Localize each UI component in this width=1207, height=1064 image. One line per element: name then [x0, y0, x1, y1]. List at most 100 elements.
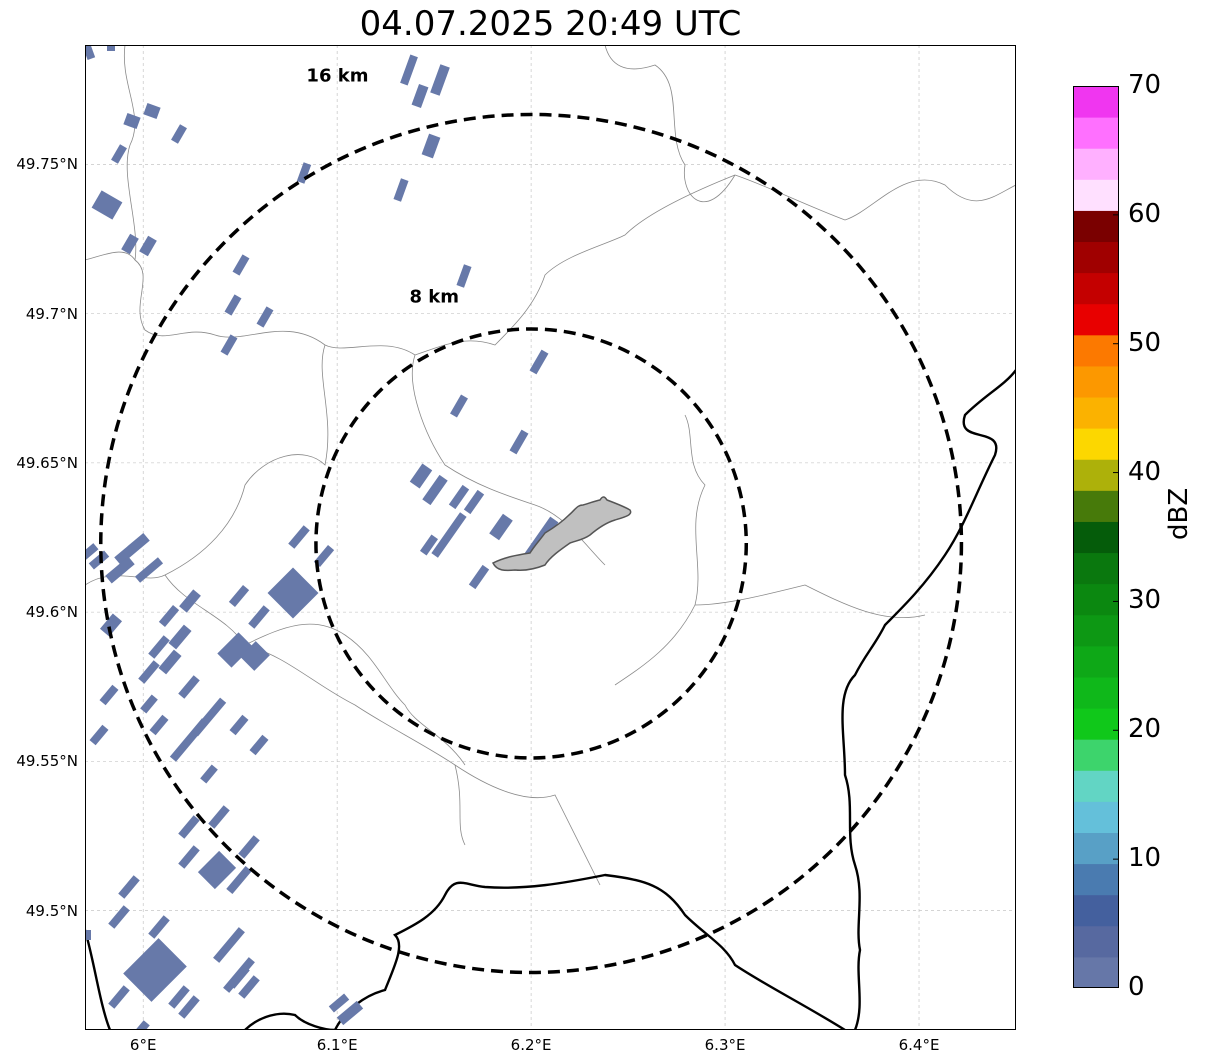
lon-tick-label: 6.4°E — [898, 1036, 940, 1054]
echo-cell — [148, 915, 170, 939]
admin-boundary — [244, 623, 466, 766]
echo-cell — [158, 605, 180, 627]
admin-boundary — [454, 764, 601, 886]
colorbar-tick-label: 0 — [1128, 972, 1145, 1002]
colorbar-segment — [1073, 894, 1119, 927]
echo-cell — [197, 850, 237, 890]
lon-tick-label: 6.2°E — [510, 1036, 552, 1054]
echo-cell — [248, 605, 270, 629]
echo-cell — [123, 112, 141, 130]
echo-cell — [118, 875, 140, 899]
echo-cell — [148, 635, 170, 659]
echo-cell — [313, 545, 335, 567]
admin-boundary — [85, 344, 329, 586]
echo-cell — [421, 133, 441, 159]
echo-cell — [168, 985, 190, 1009]
echo-cell — [456, 264, 472, 288]
echo-cell — [226, 865, 252, 895]
echo-cell — [249, 734, 269, 756]
colorbar-segment — [1073, 334, 1119, 367]
colorbar-segment — [1073, 86, 1119, 118]
colorbar-segment — [1073, 552, 1119, 585]
colorbar-segment — [1073, 925, 1119, 958]
echo-cell — [422, 474, 448, 506]
colorbar-segment — [1073, 148, 1119, 180]
range-rings: 8 km 16 km — [99, 66, 964, 975]
echo-cell — [489, 513, 513, 541]
colorbar-segment — [1073, 708, 1119, 740]
echo-cell — [419, 534, 439, 556]
colorbar-tick-label: 50 — [1128, 327, 1162, 358]
echo-cell — [450, 394, 468, 418]
colorbar-segment — [1073, 179, 1119, 211]
colorbar-tick-label: 60 — [1128, 198, 1162, 229]
admin-boundary — [694, 584, 926, 619]
echo-cell — [108, 905, 130, 929]
echo-cell — [169, 718, 209, 762]
colorbar-segment — [1073, 676, 1119, 709]
echo-cell — [178, 815, 200, 839]
city-outline — [491, 496, 632, 572]
echo-cell — [85, 930, 91, 940]
national-border — [333, 873, 846, 1030]
echo-cell — [238, 835, 260, 859]
national-border — [841, 369, 1016, 1030]
admin-boundary — [604, 45, 736, 203]
colorbar-tick-label: 20 — [1128, 714, 1162, 745]
colorbar-segment — [1073, 739, 1119, 771]
colorbar-segment — [1073, 490, 1119, 522]
lon-tick-label: 6°E — [129, 1036, 157, 1054]
echo-cell — [171, 124, 187, 144]
echo-cell — [149, 714, 169, 736]
echo-cell — [139, 235, 157, 257]
echo-cell — [158, 649, 182, 675]
range-ring-label: 8 km — [410, 287, 460, 308]
colorbar-segment — [1073, 365, 1119, 398]
echo-cell — [232, 254, 250, 276]
echo-cell — [140, 694, 158, 714]
colorbar-segment — [1073, 117, 1119, 149]
colorbar-label: dBZ — [1164, 487, 1194, 540]
echo-cell — [256, 306, 274, 328]
radar-map: 8 km 16 km — [85, 45, 1016, 1030]
echo-cell — [178, 845, 200, 869]
echo-cell — [121, 233, 139, 255]
lat-tick-label: 49.75°N — [16, 155, 78, 174]
echo-cell — [208, 805, 230, 829]
echo-cell — [409, 463, 433, 489]
colorbar-segment — [1073, 583, 1119, 616]
range-ring — [314, 327, 749, 760]
echo-cell — [178, 675, 200, 699]
colorbar-segment — [1073, 521, 1119, 554]
range-ring — [99, 112, 964, 975]
lon-tick-label: 6.3°E — [704, 1036, 746, 1054]
colorbar — [1073, 86, 1119, 988]
colorbar-tick-label: 10 — [1128, 843, 1162, 874]
admin-boundary — [85, 251, 136, 261]
colorbar-segment — [1073, 303, 1119, 336]
admin-boundary — [614, 414, 706, 686]
lat-tick-label: 49.5°N — [25, 901, 78, 920]
echo-cell — [463, 489, 485, 515]
lat-tick-label: 49.55°N — [16, 752, 78, 771]
echo-cell — [217, 632, 253, 668]
lat-tick-label: 49.65°N — [16, 453, 78, 472]
echo-cell — [105, 556, 135, 584]
echo-cell — [91, 190, 123, 220]
echo-cell — [88, 550, 110, 570]
echo-cell — [411, 83, 429, 109]
echo-cell — [228, 965, 250, 989]
national-border — [244, 1012, 336, 1030]
echo-cell — [267, 567, 319, 619]
echo-cell — [128, 1020, 150, 1030]
echo-cell — [328, 993, 350, 1013]
echo-cell — [431, 512, 467, 558]
echo-cell — [111, 144, 127, 164]
range-ring-label: 16 km — [306, 66, 368, 87]
colorbar-tick-label: 70 — [1128, 70, 1162, 100]
colorbar-segment — [1073, 956, 1119, 988]
colorbar-segment — [1073, 863, 1119, 896]
lat-tick-label: 49.6°N — [25, 603, 78, 622]
national-borders — [85, 369, 1016, 1030]
colorbar-segment — [1073, 428, 1119, 460]
